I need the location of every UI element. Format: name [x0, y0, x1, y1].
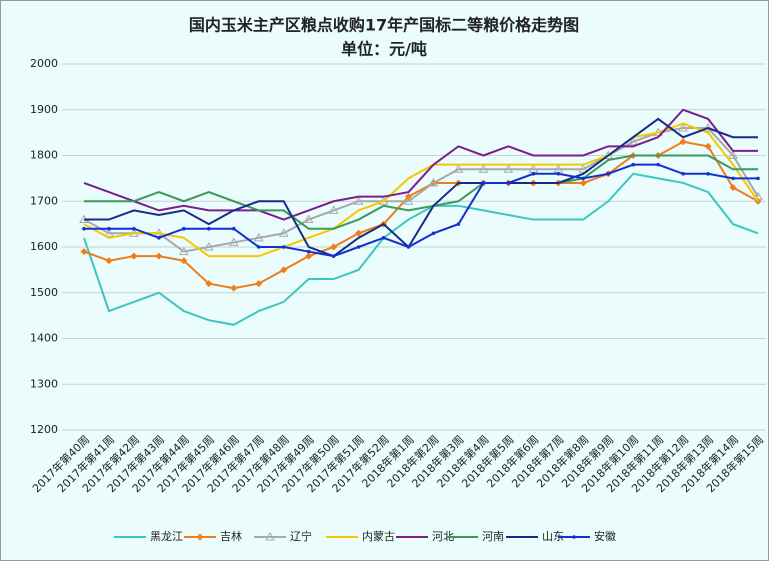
legend-marker	[196, 533, 204, 541]
point	[205, 280, 213, 288]
point	[731, 176, 735, 181]
point	[756, 176, 760, 181]
legend-label: 内蒙古	[362, 529, 395, 543]
point	[130, 252, 138, 260]
point	[506, 181, 511, 185]
y-tick-label: 1400	[30, 332, 58, 345]
point	[481, 181, 486, 185]
chart-subtitle: 单位：元/吨	[341, 40, 427, 59]
point	[306, 249, 311, 254]
series-line	[84, 154, 758, 230]
point	[355, 229, 363, 237]
point	[231, 226, 236, 231]
point	[82, 226, 86, 231]
point	[104, 228, 114, 237]
point	[182, 226, 186, 231]
point	[180, 257, 188, 265]
point	[230, 284, 238, 292]
point	[105, 257, 113, 265]
point	[578, 164, 589, 173]
point	[80, 248, 88, 256]
point	[253, 232, 264, 242]
y-tick-label: 2000	[30, 57, 58, 70]
legend-label: 河南	[482, 530, 504, 543]
point	[428, 177, 439, 187]
y-tick-label: 1900	[30, 103, 58, 116]
series-line	[83, 122, 759, 258]
point	[281, 245, 286, 249]
point	[107, 226, 111, 231]
y-tick-label: 1300	[30, 377, 58, 390]
legend-label: 河北	[432, 530, 454, 543]
point	[255, 280, 263, 288]
point	[228, 237, 239, 246]
point	[478, 164, 489, 173]
point	[155, 252, 163, 260]
y-tick-label: 1600	[30, 240, 58, 253]
point	[581, 176, 586, 181]
point	[681, 172, 685, 176]
point	[406, 245, 411, 249]
point	[531, 172, 536, 176]
point	[207, 226, 211, 231]
point	[503, 164, 514, 173]
legend-label: 安徽	[594, 529, 616, 543]
point	[631, 162, 635, 167]
point	[203, 241, 214, 251]
point	[353, 196, 364, 205]
point	[678, 123, 688, 132]
point	[729, 184, 737, 192]
legend-label: 山东	[542, 530, 564, 543]
point	[403, 196, 414, 205]
point	[280, 266, 288, 274]
point	[431, 231, 436, 236]
legend-label: 黑龙江	[150, 530, 183, 543]
point	[381, 236, 386, 240]
legend-label: 吉林	[220, 529, 242, 543]
series-line	[83, 172, 759, 326]
point	[178, 246, 189, 256]
series-line	[84, 117, 758, 258]
point	[305, 252, 313, 260]
y-tick-label: 1200	[30, 423, 58, 436]
point	[303, 214, 314, 224]
point	[579, 179, 587, 187]
point	[132, 226, 136, 231]
point	[679, 138, 687, 146]
point	[278, 228, 289, 237]
point	[628, 136, 639, 146]
point	[331, 254, 336, 258]
y-tick-label: 1500	[30, 286, 58, 299]
point	[256, 245, 261, 249]
point	[330, 243, 338, 251]
point	[456, 222, 461, 226]
legend-label: 辽宁	[290, 529, 312, 543]
point	[556, 172, 561, 176]
point	[706, 172, 710, 176]
series-line	[84, 163, 758, 258]
point	[656, 162, 660, 167]
chart-title: 国内玉米主产区粮点收购17年产国标二等粮价格走势图	[189, 16, 579, 35]
legend-marker	[572, 535, 576, 539]
point	[453, 164, 464, 173]
point	[704, 142, 712, 150]
series-line	[83, 108, 758, 221]
point	[728, 150, 738, 159]
point	[703, 123, 713, 132]
series-line	[83, 127, 759, 253]
point	[157, 236, 161, 240]
point	[356, 245, 361, 249]
point	[606, 172, 611, 176]
point	[328, 205, 339, 214]
y-tick-label: 1800	[30, 149, 58, 162]
legend-marker	[265, 531, 275, 541]
y-tick-label: 1700	[30, 194, 58, 207]
